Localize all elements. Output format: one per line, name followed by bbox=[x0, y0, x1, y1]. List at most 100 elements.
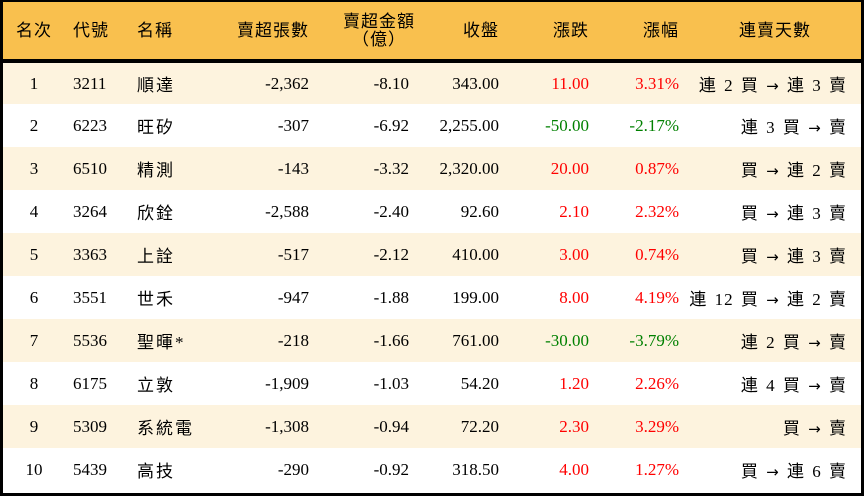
right-arrow-icon: → bbox=[808, 334, 822, 352]
cell-change: -30.00 bbox=[545, 330, 589, 350]
header-net-sell-amount-line1: 賣超金額 bbox=[343, 11, 415, 31]
cell-net-sell-amount: -1.03 bbox=[373, 373, 409, 393]
table-row: 9 5309 系統電 -1,308 -0.94 72.20 2.30 3.29%… bbox=[3, 405, 861, 448]
cell-change-pct: 4.19% bbox=[635, 287, 679, 307]
table-row: 7 5536 聖暉* -218 -1.66 761.00 -30.00 -3.7… bbox=[3, 319, 861, 362]
cell-name: 高技 bbox=[137, 462, 175, 481]
cell-net-sell-lots: -2,588 bbox=[265, 201, 309, 221]
cell-close: 2,255.00 bbox=[439, 115, 500, 135]
header-code: 代號 bbox=[73, 20, 109, 40]
cell-net-sell-lots: -947 bbox=[277, 287, 309, 307]
right-arrow-icon: → bbox=[766, 162, 780, 180]
header-net-sell-amount: 賣超金額 （億） bbox=[319, 2, 419, 61]
table-row: 4 3264 欣銓 -2,588 -2.40 92.60 2.10 2.32% … bbox=[3, 190, 861, 233]
cell-streak: 買 → 連 2 賣 bbox=[689, 147, 861, 190]
cell-rank: 1 bbox=[29, 73, 39, 93]
cell-change: 4.00 bbox=[559, 459, 589, 479]
cell-change: 20.00 bbox=[550, 158, 589, 178]
cell-change: 8.00 bbox=[559, 287, 589, 307]
right-arrow-icon: → bbox=[766, 205, 780, 223]
cell-name: 順達 bbox=[137, 76, 175, 95]
cell-code: 6223 bbox=[73, 115, 107, 135]
cell-net-sell-lots: -1,909 bbox=[265, 373, 309, 393]
table-row: 8 6175 立敦 -1,909 -1.03 54.20 1.20 2.26% … bbox=[3, 362, 861, 405]
cell-code: 6510 bbox=[73, 158, 107, 178]
cell-code: 3264 bbox=[73, 201, 107, 221]
cell-close: 2,320.00 bbox=[439, 158, 500, 178]
cell-close: 199.00 bbox=[452, 287, 499, 307]
cell-change: 2.10 bbox=[559, 201, 589, 221]
cell-close: 343.00 bbox=[452, 73, 499, 93]
header-net-sell-amount-line2: （億） bbox=[352, 29, 406, 49]
cell-change-pct: 0.87% bbox=[635, 158, 679, 178]
cell-change: -50.00 bbox=[545, 115, 589, 135]
cell-net-sell-amount: -2.12 bbox=[373, 244, 409, 264]
cell-net-sell-amount: -8.10 bbox=[373, 73, 409, 93]
cell-code: 5439 bbox=[73, 459, 107, 479]
cell-rank: 8 bbox=[29, 373, 39, 393]
cell-change-pct: 2.26% bbox=[635, 373, 679, 393]
cell-streak: 連 2 買 → 連 3 賣 bbox=[689, 61, 861, 104]
cell-net-sell-amount: -1.66 bbox=[373, 330, 409, 350]
cell-net-sell-lots: -517 bbox=[277, 244, 309, 264]
streak-from: 買 bbox=[740, 247, 759, 266]
cell-code: 5536 bbox=[73, 330, 107, 350]
cell-net-sell-lots: -1,308 bbox=[265, 416, 309, 436]
cell-rank: 6 bbox=[29, 287, 39, 307]
table-row: 1 3211 順達 -2,362 -8.10 343.00 11.00 3.31… bbox=[3, 61, 861, 104]
header-change: 漲跌 bbox=[553, 20, 589, 40]
header-name: 名稱 bbox=[137, 20, 173, 40]
cell-name: 精測 bbox=[137, 161, 175, 180]
table-header-row: 名次 代號 名稱 賣超張數 賣超金額 （億） 收盤 漲跌 漲幅 連賣天數 bbox=[3, 2, 861, 61]
cell-net-sell-lots: -143 bbox=[277, 158, 309, 178]
right-arrow-icon: → bbox=[808, 119, 822, 137]
cell-change-pct: 0.74% bbox=[635, 244, 679, 264]
right-arrow-icon: → bbox=[766, 463, 780, 481]
cell-streak: 連 2 買 → 賣 bbox=[689, 319, 861, 362]
cell-change: 11.00 bbox=[551, 73, 589, 93]
streak-to: 賣 bbox=[829, 333, 847, 352]
cell-net-sell-amount: -6.92 bbox=[373, 115, 409, 135]
cell-rank: 3 bbox=[29, 158, 39, 178]
cell-change-pct: 1.27% bbox=[635, 459, 679, 479]
streak-from: 連 4 買 bbox=[740, 376, 801, 395]
cell-change: 2.30 bbox=[559, 416, 589, 436]
streak-from: 買 bbox=[740, 161, 759, 180]
cell-streak: 買 → 賣 bbox=[689, 405, 861, 448]
table-row: 5 3363 上詮 -517 -2.12 410.00 3.00 0.74% 買… bbox=[3, 233, 861, 276]
cell-change-pct: 3.31% bbox=[635, 73, 679, 93]
cell-code: 6175 bbox=[73, 373, 107, 393]
cell-close: 761.00 bbox=[452, 330, 499, 350]
right-arrow-icon: → bbox=[808, 420, 822, 438]
cell-name: 聖暉* bbox=[137, 333, 186, 352]
header-change-pct: 漲幅 bbox=[643, 20, 679, 40]
cell-close: 410.00 bbox=[452, 244, 499, 264]
right-arrow-icon: → bbox=[766, 77, 780, 95]
streak-to: 連 3 賣 bbox=[787, 204, 847, 223]
cell-net-sell-amount: -3.32 bbox=[373, 158, 409, 178]
streak-to: 賣 bbox=[829, 419, 847, 438]
cell-name: 系統電 bbox=[137, 419, 194, 438]
header-streak: 連賣天數 bbox=[739, 20, 811, 40]
table-row: 3 6510 精測 -143 -3.32 2,320.00 20.00 0.87… bbox=[3, 147, 861, 190]
cell-name: 欣銓 bbox=[137, 204, 175, 223]
streak-to: 連 3 賣 bbox=[787, 247, 847, 266]
cell-name: 旺矽 bbox=[137, 118, 175, 137]
cell-net-sell-lots: -290 bbox=[277, 459, 309, 479]
cell-change-pct: -2.17% bbox=[629, 115, 679, 135]
cell-streak: 連 3 買 → 賣 bbox=[689, 104, 861, 147]
cell-change: 1.20 bbox=[559, 373, 589, 393]
header-close: 收盤 bbox=[463, 20, 499, 40]
streak-from: 買 bbox=[782, 419, 801, 438]
cell-close: 54.20 bbox=[460, 373, 499, 393]
cell-name: 立敦 bbox=[137, 376, 175, 395]
net-sell-ranking-table: 名次 代號 名稱 賣超張數 賣超金額 （億） 收盤 漲跌 漲幅 連賣天數 1 3… bbox=[3, 2, 861, 491]
cell-streak: 買 → 連 3 賣 bbox=[689, 233, 861, 276]
cell-net-sell-amount: -0.94 bbox=[373, 416, 409, 436]
cell-rank: 5 bbox=[29, 244, 39, 264]
cell-net-sell-amount: -1.88 bbox=[373, 287, 409, 307]
streak-to: 連 2 賣 bbox=[787, 161, 847, 180]
cell-change: 3.00 bbox=[559, 244, 589, 264]
cell-change-pct: 2.32% bbox=[635, 201, 679, 221]
cell-streak: 連 12 買 → 連 2 賣 bbox=[689, 276, 861, 319]
